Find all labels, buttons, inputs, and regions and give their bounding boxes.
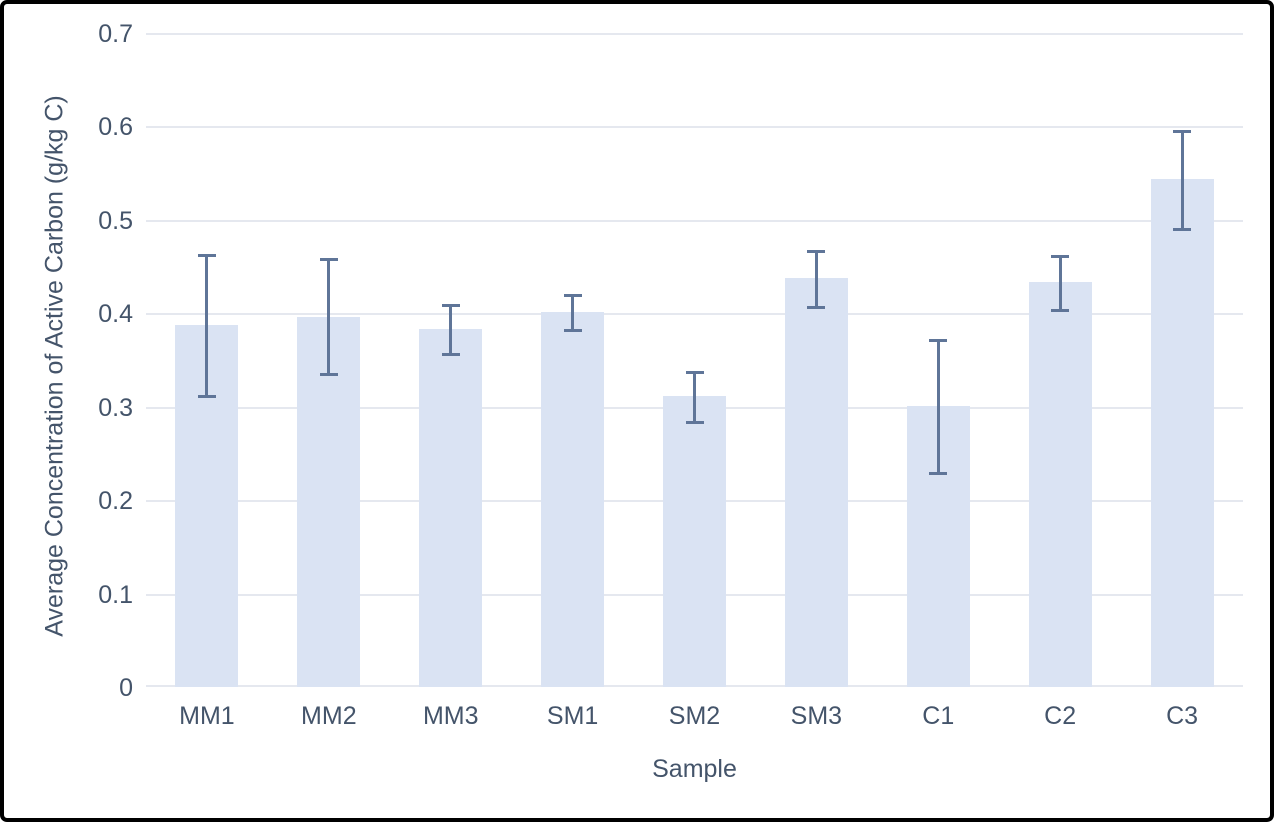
error-bar-bottom-cap-c2 <box>1051 308 1070 312</box>
x-tick-label-sm1: SM1 <box>546 702 599 730</box>
y-tick-label: 0.2 <box>98 487 133 516</box>
gridline <box>146 33 1243 35</box>
y-tick-label: 0.7 <box>98 20 133 48</box>
error-bar-top-cap-mm2 <box>319 257 338 261</box>
bar-sm3 <box>784 277 848 687</box>
gridline <box>146 313 1243 316</box>
error-bar-top-cap-mm1 <box>197 253 216 257</box>
x-tick-label-sm3: SM3 <box>790 702 843 730</box>
error-bar-bottom-cap-c1 <box>929 471 948 475</box>
error-bar-top-cap-c2 <box>1051 254 1070 258</box>
error-bar-top-cap-c3 <box>1173 129 1192 133</box>
bar-mm3 <box>419 329 483 687</box>
x-tick-label-c3: C3 <box>1166 702 1199 730</box>
x-tick-label-c1: C1 <box>922 702 955 730</box>
error-bar-line-sm1 <box>571 295 575 331</box>
error-bar-top-cap-mm3 <box>441 304 460 308</box>
error-bar-bottom-cap-sm3 <box>807 306 826 310</box>
error-bar-line-mm2 <box>327 259 331 374</box>
error-bar-line-mm3 <box>449 305 453 355</box>
error-bar-bottom-cap-mm3 <box>441 352 460 356</box>
error-bar-line-c2 <box>1058 256 1062 311</box>
y-tick-label: 0 <box>119 674 133 702</box>
y-tick-label: 0.3 <box>98 393 133 422</box>
bar-sm1 <box>541 312 605 687</box>
plot-area <box>146 33 1243 687</box>
gridline <box>146 126 1243 129</box>
error-bar-line-sm2 <box>693 372 696 423</box>
error-bar-line-c1 <box>936 340 940 474</box>
error-bar-line-sm3 <box>814 251 818 308</box>
y-axis-title: Average Concentration of Active Carbon (… <box>40 95 69 637</box>
y-tick-label: 0.6 <box>98 113 133 142</box>
x-axis-title: Sample <box>652 755 737 783</box>
y-tick-label: 0.4 <box>98 300 133 329</box>
error-bar-line-mm1 <box>205 255 209 397</box>
bar-c2 <box>1028 282 1092 687</box>
x-tick-label-mm1: MM1 <box>179 702 235 730</box>
error-bar-bottom-cap-sm2 <box>685 421 704 425</box>
x-tick-label-mm3: MM3 <box>422 702 479 730</box>
error-bar-bottom-cap-mm2 <box>319 372 338 376</box>
x-tick-label-c2: C2 <box>1044 702 1077 730</box>
error-bar-top-cap-sm3 <box>807 250 826 254</box>
y-tick-label: 0.5 <box>98 206 133 235</box>
bar-sm2 <box>663 395 726 687</box>
error-bar-top-cap-sm1 <box>563 294 582 298</box>
bar-mm2 <box>297 317 361 687</box>
y-tick-label: 0.1 <box>98 580 133 609</box>
error-bar-bottom-cap-sm1 <box>563 328 582 332</box>
bar-c3 <box>1150 178 1214 687</box>
x-tick-label-mm2: MM2 <box>301 702 357 730</box>
error-bar-bottom-cap-mm1 <box>197 394 216 398</box>
error-bar-bottom-cap-c3 <box>1173 227 1192 231</box>
gridline <box>146 219 1243 222</box>
error-bar-line-c3 <box>1180 131 1184 230</box>
error-bar-top-cap-sm2 <box>685 370 704 374</box>
error-bar-top-cap-c1 <box>929 338 948 342</box>
x-tick-label-sm2: SM2 <box>668 702 721 730</box>
